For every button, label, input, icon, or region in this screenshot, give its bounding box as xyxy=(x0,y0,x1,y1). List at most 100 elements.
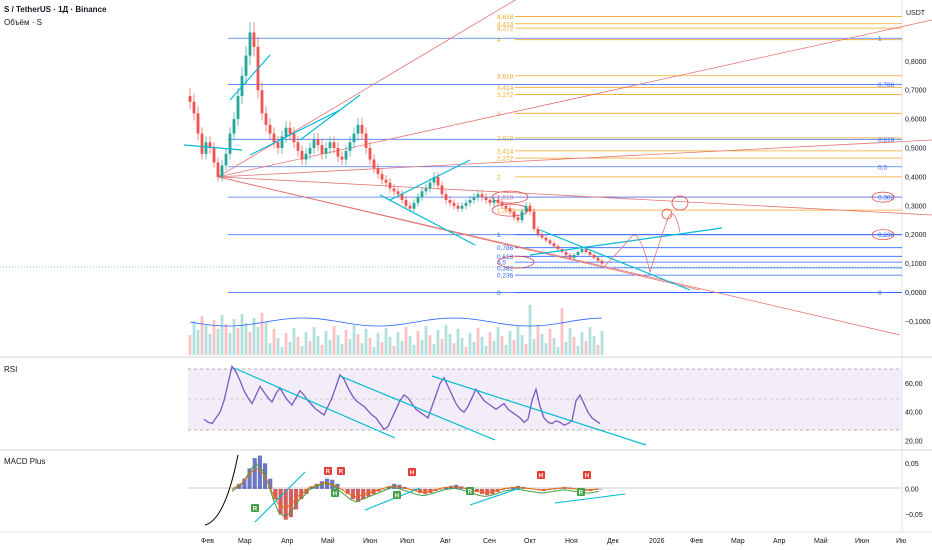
macd-trendline xyxy=(364,487,421,511)
volume-bar xyxy=(488,332,492,355)
fan-line xyxy=(217,176,701,291)
candle-body xyxy=(580,249,584,252)
trendline xyxy=(229,54,271,101)
price-axis-ticks: 0,8000 0,7000 0,6000 0,5000 0,4000 0,3000 0,20… xyxy=(905,59,931,326)
macd-signal-badge xyxy=(337,467,345,475)
trendlines[interactable] xyxy=(183,54,723,291)
candle-body xyxy=(304,153,308,160)
macd-signal-text: H xyxy=(333,492,337,498)
rsi-tick: 20,00 xyxy=(905,438,923,445)
candle-body xyxy=(424,188,428,192)
time-tick: Июл xyxy=(400,538,414,545)
candle-body xyxy=(532,211,536,229)
candle-body xyxy=(480,194,484,198)
candle-body xyxy=(568,254,572,258)
volume-bar xyxy=(564,342,568,355)
volume-bar xyxy=(332,326,336,355)
macd-signal-badge xyxy=(583,471,591,479)
macd-bar xyxy=(232,488,237,490)
macd-signal-badge xyxy=(251,504,259,512)
candle-body xyxy=(348,142,352,151)
symbol-title[interactable]: S / TetherUS · 1Д · Binance xyxy=(4,5,107,14)
macd-bar xyxy=(283,488,288,520)
time-tick: Сен xyxy=(483,538,496,545)
time-tick: Ноя xyxy=(565,538,578,545)
volume-bar xyxy=(532,339,536,355)
candle-body xyxy=(552,243,556,247)
volume-bar xyxy=(336,335,340,355)
fib-extension-label: 2,414 xyxy=(497,148,514,155)
volume-bar xyxy=(448,334,452,355)
fib-extension-label: 0,5 xyxy=(497,260,506,267)
rsi-trendlines[interactable] xyxy=(233,367,647,446)
time-axis-ticks: Фев Мар Апр Май Июн Июл Авг Сен Окт Ноя Дек 2026 Фев… xyxy=(201,537,906,545)
volume-bar xyxy=(220,315,224,355)
macd-title[interactable]: MACD Plus xyxy=(4,457,46,466)
fib-extension-label: 0,786 xyxy=(497,245,514,252)
volume-bar xyxy=(576,346,580,355)
fib-extension-label: 4,272 xyxy=(497,26,514,33)
fib-extension-label: 0,236 xyxy=(497,273,514,280)
candle-body xyxy=(400,194,404,200)
candle-body xyxy=(508,208,512,212)
candle-body xyxy=(564,252,568,255)
fib-extension-label: 3,414 xyxy=(497,85,514,92)
candlestick-series[interactable] xyxy=(188,22,604,265)
candle-body xyxy=(224,153,228,166)
volume-bar xyxy=(296,337,300,355)
rsi-line xyxy=(203,364,601,431)
volume-bar xyxy=(196,330,200,355)
rsi-axis-ticks: 60,00 40,00 20,00 xyxy=(905,381,923,445)
candle-body xyxy=(236,96,240,120)
volume-bar xyxy=(408,336,412,355)
candle-body xyxy=(412,202,416,209)
time-tick: Фев xyxy=(690,538,703,545)
price-tick: 0,2000 xyxy=(905,232,927,239)
candle-body xyxy=(432,176,436,183)
fib-retracement-label: 0,236 xyxy=(878,232,895,239)
macd-signal-text: H xyxy=(410,471,414,477)
candle-body xyxy=(516,217,520,221)
volume-bar xyxy=(304,332,308,355)
volume-bar xyxy=(460,338,464,355)
projection-path[interactable] xyxy=(603,195,689,274)
volume-bar xyxy=(260,313,264,355)
volume-bar xyxy=(204,325,208,355)
rsi-tick: 60,00 xyxy=(905,381,923,388)
volume-bar xyxy=(500,336,504,355)
volume-bar xyxy=(344,330,348,355)
volume-bar xyxy=(528,305,532,355)
fib-extension-label: 2,618 xyxy=(497,135,514,142)
candle-body xyxy=(492,200,496,203)
volume-bar xyxy=(456,329,460,355)
candle-body xyxy=(448,200,452,203)
candle-body xyxy=(344,150,348,160)
volume-bar xyxy=(552,338,556,355)
volume-bar xyxy=(380,342,384,355)
volume-title[interactable]: Объём · S xyxy=(4,18,42,27)
volume-bar xyxy=(508,331,512,355)
volume-bar xyxy=(568,328,572,355)
volume-bar xyxy=(224,324,228,355)
candle-body xyxy=(384,179,388,183)
candle-body xyxy=(476,194,480,198)
candle-body xyxy=(340,156,344,160)
time-tick: Фев xyxy=(201,538,214,545)
fib-fan-lines[interactable] xyxy=(217,0,932,336)
macd-bar xyxy=(309,486,314,489)
price-tick: 0,5000 xyxy=(905,146,927,153)
candle-body xyxy=(524,205,528,212)
macd-signal-badge xyxy=(324,467,332,475)
macd-bar xyxy=(268,478,273,489)
volume-bar xyxy=(452,343,456,355)
rsi-title[interactable]: RSI xyxy=(4,365,18,374)
volume-bar xyxy=(400,341,404,355)
candle-body xyxy=(360,124,364,134)
macd-long-line xyxy=(204,454,239,526)
macd-bar xyxy=(335,483,340,489)
volume-bar xyxy=(264,322,268,355)
volume-bar xyxy=(240,314,244,355)
